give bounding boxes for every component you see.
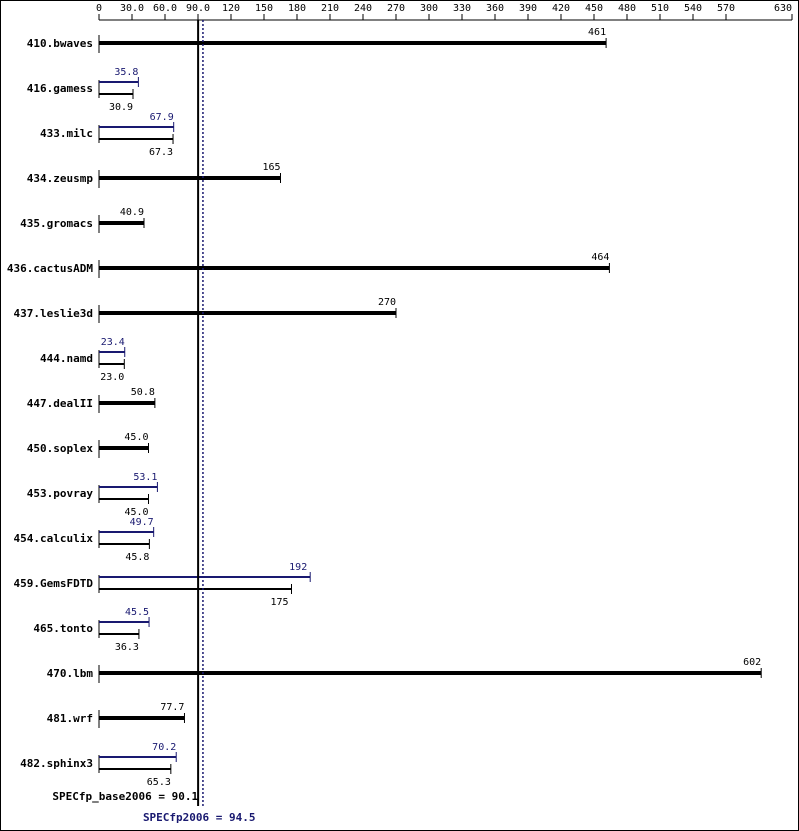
category-label: 459.GemsFDTD <box>14 577 94 590</box>
value-label: 67.3 <box>149 147 173 158</box>
category-label: 447.dealII <box>27 397 93 410</box>
value-label: 175 <box>270 597 288 608</box>
value-label: 461 <box>588 27 606 38</box>
x-tick-label: 300 <box>420 3 438 14</box>
value-label: 270 <box>378 297 396 308</box>
x-tick-label: 270 <box>387 3 405 14</box>
x-tick-label: 90.0 <box>186 3 210 14</box>
x-tick-label: 390 <box>519 3 537 14</box>
value-label: 77.7 <box>160 702 184 713</box>
value-label: 23.0 <box>100 372 124 383</box>
value-label: 45.0 <box>124 507 148 518</box>
x-tick-label: 630 <box>774 3 792 14</box>
x-tick-label: 510 <box>651 3 669 14</box>
x-tick-label: 330 <box>453 3 471 14</box>
value-label: 602 <box>743 657 761 668</box>
category-label: 482.sphinx3 <box>20 757 93 770</box>
x-tick-label: 60.0 <box>153 3 177 14</box>
x-tick-label: 450 <box>585 3 603 14</box>
reference-label: SPECfp_base2006 = 90.1 <box>52 790 198 803</box>
category-label: 437.leslie3d <box>14 307 93 320</box>
category-label: 444.namd <box>40 352 93 365</box>
category-label: 435.gromacs <box>20 217 93 230</box>
category-label: 465.tonto <box>33 622 93 635</box>
category-label: 433.milc <box>40 127 93 140</box>
value-label: 45.0 <box>124 432 148 443</box>
x-tick-label: 360 <box>486 3 504 14</box>
x-tick-label: 240 <box>354 3 372 14</box>
x-tick-label: 480 <box>618 3 636 14</box>
x-tick-label: 0 <box>96 3 102 14</box>
x-tick-label: 150 <box>255 3 273 14</box>
category-label: 436.cactusADM <box>7 262 93 275</box>
value-label: 192 <box>289 562 307 573</box>
value-label: 53.1 <box>133 472 157 483</box>
category-label: 416.gamess <box>27 82 93 95</box>
x-tick-label: 30.0 <box>120 3 144 14</box>
x-tick-label: 120 <box>222 3 240 14</box>
value-label: 30.9 <box>109 102 133 113</box>
value-label: 45.5 <box>125 607 149 618</box>
value-label: 67.9 <box>150 112 174 123</box>
value-label: 23.4 <box>101 337 125 348</box>
category-label: 434.zeusmp <box>27 172 94 185</box>
category-label: 453.povray <box>27 487 94 500</box>
value-label: 70.2 <box>152 742 176 753</box>
x-tick-label: 180 <box>288 3 306 14</box>
value-label: 464 <box>591 252 609 263</box>
category-label: 454.calculix <box>14 532 94 545</box>
category-label: 470.lbm <box>47 667 94 680</box>
value-label: 45.8 <box>125 552 149 563</box>
x-tick-label: 540 <box>684 3 702 14</box>
x-tick-label: 570 <box>717 3 735 14</box>
value-label: 65.3 <box>147 777 171 788</box>
category-label: 450.soplex <box>27 442 94 455</box>
reference-label: SPECfp2006 = 94.5 <box>143 811 256 824</box>
value-label: 50.8 <box>131 387 155 398</box>
value-label: 165 <box>262 162 280 173</box>
value-label: 40.9 <box>120 207 144 218</box>
x-tick-label: 420 <box>552 3 570 14</box>
x-tick-label: 210 <box>321 3 339 14</box>
value-label: 36.3 <box>115 642 139 653</box>
category-label: 410.bwaves <box>27 37 93 50</box>
category-label: 481.wrf <box>47 712 93 725</box>
value-label: 49.7 <box>130 517 154 528</box>
value-label: 35.8 <box>114 67 138 78</box>
